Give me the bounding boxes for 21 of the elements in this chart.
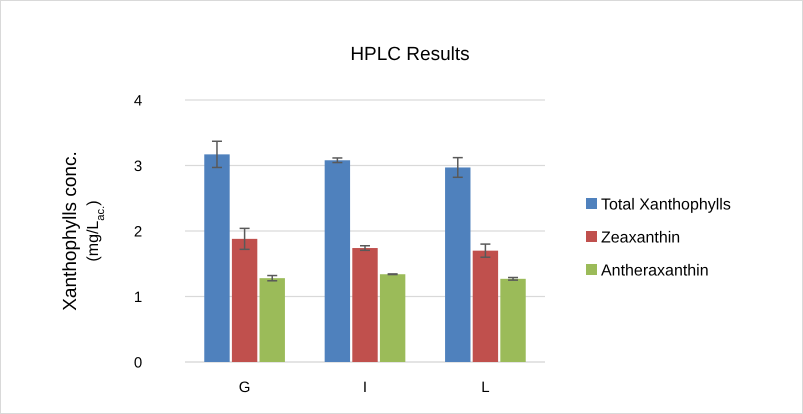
legend-label: Antheraxanthin: [601, 262, 709, 280]
bar: [380, 274, 406, 362]
bar: [445, 167, 470, 362]
x-tick-label: G: [238, 379, 250, 396]
x-tick-label: L: [481, 379, 490, 396]
legend-label: Zeaxanthin: [601, 230, 680, 247]
bar: [260, 278, 285, 362]
y-tick-label: 4: [134, 92, 142, 110]
bar: [472, 250, 498, 362]
y-tick-label: 1: [134, 288, 142, 306]
bar: [352, 248, 378, 362]
bar: [500, 278, 526, 362]
y-tick-label: 0: [134, 354, 142, 372]
x-tick-label: I: [362, 379, 368, 396]
legend-label: Total Xanthophylls: [601, 196, 731, 214]
y-tick-label: 3: [134, 158, 142, 175]
y-tick-label: 2: [134, 223, 142, 240]
bar: [204, 154, 230, 362]
chart-title: HPLC Results: [350, 44, 470, 65]
bar: [232, 238, 258, 362]
bar: [324, 160, 350, 362]
